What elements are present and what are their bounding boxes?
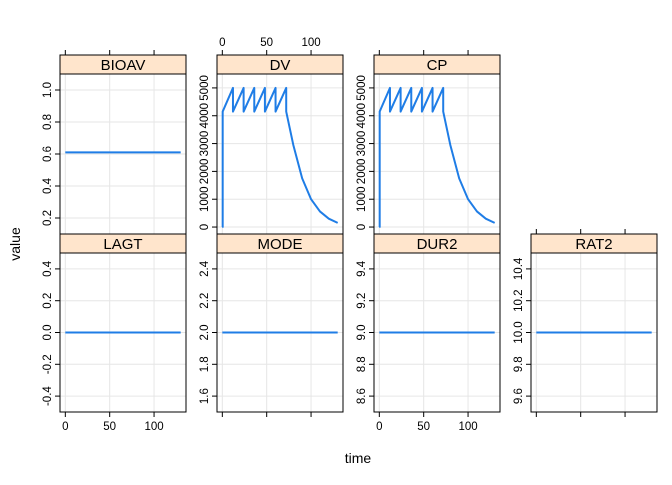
ytick-label-rat2: 10.2	[513, 290, 525, 312]
ytick-label-dv: 5000	[199, 75, 211, 101]
panel-dur2: DUR2 8.6 8.8 9.0 9.2 9.4 0 50 100	[356, 233, 501, 433]
strip-label-dur2: DUR2	[417, 236, 458, 253]
ytick-label-mode: 2.4	[199, 260, 211, 277]
ytick-label-lagt: -0.4	[42, 386, 54, 406]
panel-rat2: RAT2 9.6 9.8 10.0 10.2 10.4	[513, 229, 658, 417]
x-axis-title: time	[345, 450, 372, 466]
ytick-label-dur2: 8.8	[356, 356, 368, 372]
xtick-label-dur2: 0	[376, 421, 382, 433]
ytick-label-dv: 0	[199, 224, 211, 230]
ytick-label-rat2: 10.0	[513, 321, 525, 343]
ytick-label-dur2: 9.4	[356, 260, 368, 277]
ytick-label-dur2: 8.6	[356, 388, 368, 404]
ytick-label-mode: 2.2	[199, 293, 211, 309]
ytick-label-cp: 3000	[356, 131, 368, 157]
panel-mode: MODE 1.6 1.8 2.0 2.2 2.4	[199, 233, 344, 417]
panel-border-cp	[373, 73, 501, 235]
ytick-label-dv: 3000	[199, 131, 211, 157]
ytick-label-dur2: 9.2	[356, 293, 368, 309]
ytick-label-cp: 4000	[356, 103, 368, 129]
strip-label-rat2: RAT2	[575, 236, 612, 253]
xtick-label-lagt: 0	[62, 421, 68, 433]
panel-border-dv	[216, 73, 344, 235]
ytick-label-dv: 1000	[199, 186, 211, 212]
strip-label-mode: MODE	[258, 236, 303, 253]
xtick-label-lagt: 50	[103, 421, 116, 433]
strip-label-lagt: LAGT	[103, 236, 142, 253]
panel-lagt: LAGT -0.4 -0.2 0.0 0.2 0.4 0 50 100	[42, 233, 187, 433]
ytick-label-dv: 2000	[199, 159, 211, 185]
ytick-label-dv: 4000	[199, 103, 211, 129]
xtick-label-top-dv: 50	[260, 37, 273, 49]
ytick-label-bioav: 0.8	[42, 114, 54, 130]
ytick-label-cp: 1000	[356, 186, 368, 212]
xtick-label-dur2: 50	[417, 421, 430, 433]
xtick-label-top-dv: 0	[219, 37, 225, 49]
ytick-label-bioav: 1.0	[42, 82, 54, 98]
ytick-label-dur2: 9.0	[356, 325, 368, 341]
panel-bioav: BIOAV 0.2 0.4 0.6 0.8 1.0	[42, 50, 187, 235]
ytick-label-bioav: 0.6	[42, 146, 54, 162]
y-axis-title: value	[7, 227, 23, 261]
series-line-dv	[221, 86, 339, 229]
ytick-label-cp: 0	[356, 224, 368, 230]
ytick-label-mode: 1.8	[199, 356, 211, 372]
ytick-label-lagt: 0.4	[42, 260, 54, 277]
ytick-label-rat2: 9.8	[513, 356, 525, 372]
ytick-label-lagt: 0.2	[42, 293, 54, 309]
xtick-label-top-dv: 100	[301, 37, 320, 49]
strip-label-bioav: BIOAV	[101, 57, 146, 74]
ytick-label-mode: 2.0	[199, 325, 211, 341]
ytick-label-cp: 5000	[356, 75, 368, 101]
ytick-label-bioav: 0.2	[42, 210, 54, 226]
strip-label-cp: CP	[427, 57, 448, 74]
ytick-label-lagt: 0.0	[42, 325, 54, 341]
series-line-cp	[378, 86, 496, 229]
xtick-label-lagt: 100	[144, 421, 163, 433]
xtick-label-dur2: 100	[458, 421, 477, 433]
ytick-label-bioav: 0.4	[42, 177, 54, 194]
ytick-label-rat2: 10.4	[513, 257, 525, 280]
ytick-label-cp: 2000	[356, 159, 368, 185]
ytick-label-lagt: -0.2	[42, 354, 54, 374]
strip-label-dv: DV	[270, 57, 291, 74]
ytick-label-rat2: 9.6	[513, 388, 525, 404]
ytick-label-mode: 1.6	[199, 388, 211, 404]
